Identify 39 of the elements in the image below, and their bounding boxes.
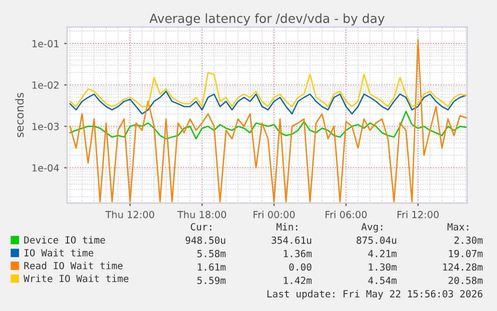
text: 2.30m: [454, 236, 483, 244]
x-tick-label: Thu 18:00: [177, 210, 226, 218]
text: 20.58m: [448, 276, 483, 284]
legend-label: Read IO Wait time: [24, 262, 123, 270]
text: 5.59m: [197, 276, 226, 284]
legend-label: Write IO Wait time: [24, 274, 128, 282]
text: 1.42m: [284, 276, 312, 284]
y-tick-label: 1e-03: [32, 122, 59, 130]
text: 1.30m: [368, 263, 397, 271]
text: 4.21m: [368, 250, 397, 258]
text: 354.61u: [272, 236, 312, 244]
legend-label: IO Wait time: [24, 248, 94, 256]
line-series: [69, 39, 467, 202]
text: Avg:: [361, 223, 382, 232]
x-tick-label: Thu 12:00: [105, 210, 154, 218]
text: Cur:: [190, 223, 212, 230]
text: 124.28m: [443, 263, 483, 271]
text: 1.61m: [198, 263, 226, 271]
text: 1.36m: [284, 250, 312, 258]
x-tick-label: Fri 00:00: [254, 210, 295, 218]
text: 19.07m: [449, 250, 483, 258]
legend-label: Device IO time: [24, 236, 105, 244]
text: 4.54m: [368, 276, 397, 284]
y-axis-title: seconds: [15, 92, 24, 138]
text: Last update: Fri May 22 15:56:03 2026: [267, 290, 482, 300]
text: Max:: [448, 223, 468, 230]
y-tick-label: 1e-04: [32, 164, 59, 172]
line-series: [69, 110, 467, 140]
text: 875.04u: [356, 236, 396, 244]
line-series: [69, 72, 467, 108]
text: 0.00: [289, 263, 312, 271]
text: Min:: [276, 222, 298, 230]
x-tick-label: Fri 06:00: [326, 210, 367, 218]
text: 5.58m: [197, 250, 226, 258]
chart-title: Average latency for /dev/vda - by day: [149, 13, 385, 26]
y-tick-label: 1e-01: [32, 40, 59, 48]
y-tick-label: 1e-02: [32, 81, 58, 89]
x-tick-label: Fri 12:00: [398, 210, 439, 218]
text: 948.50u: [186, 236, 226, 244]
